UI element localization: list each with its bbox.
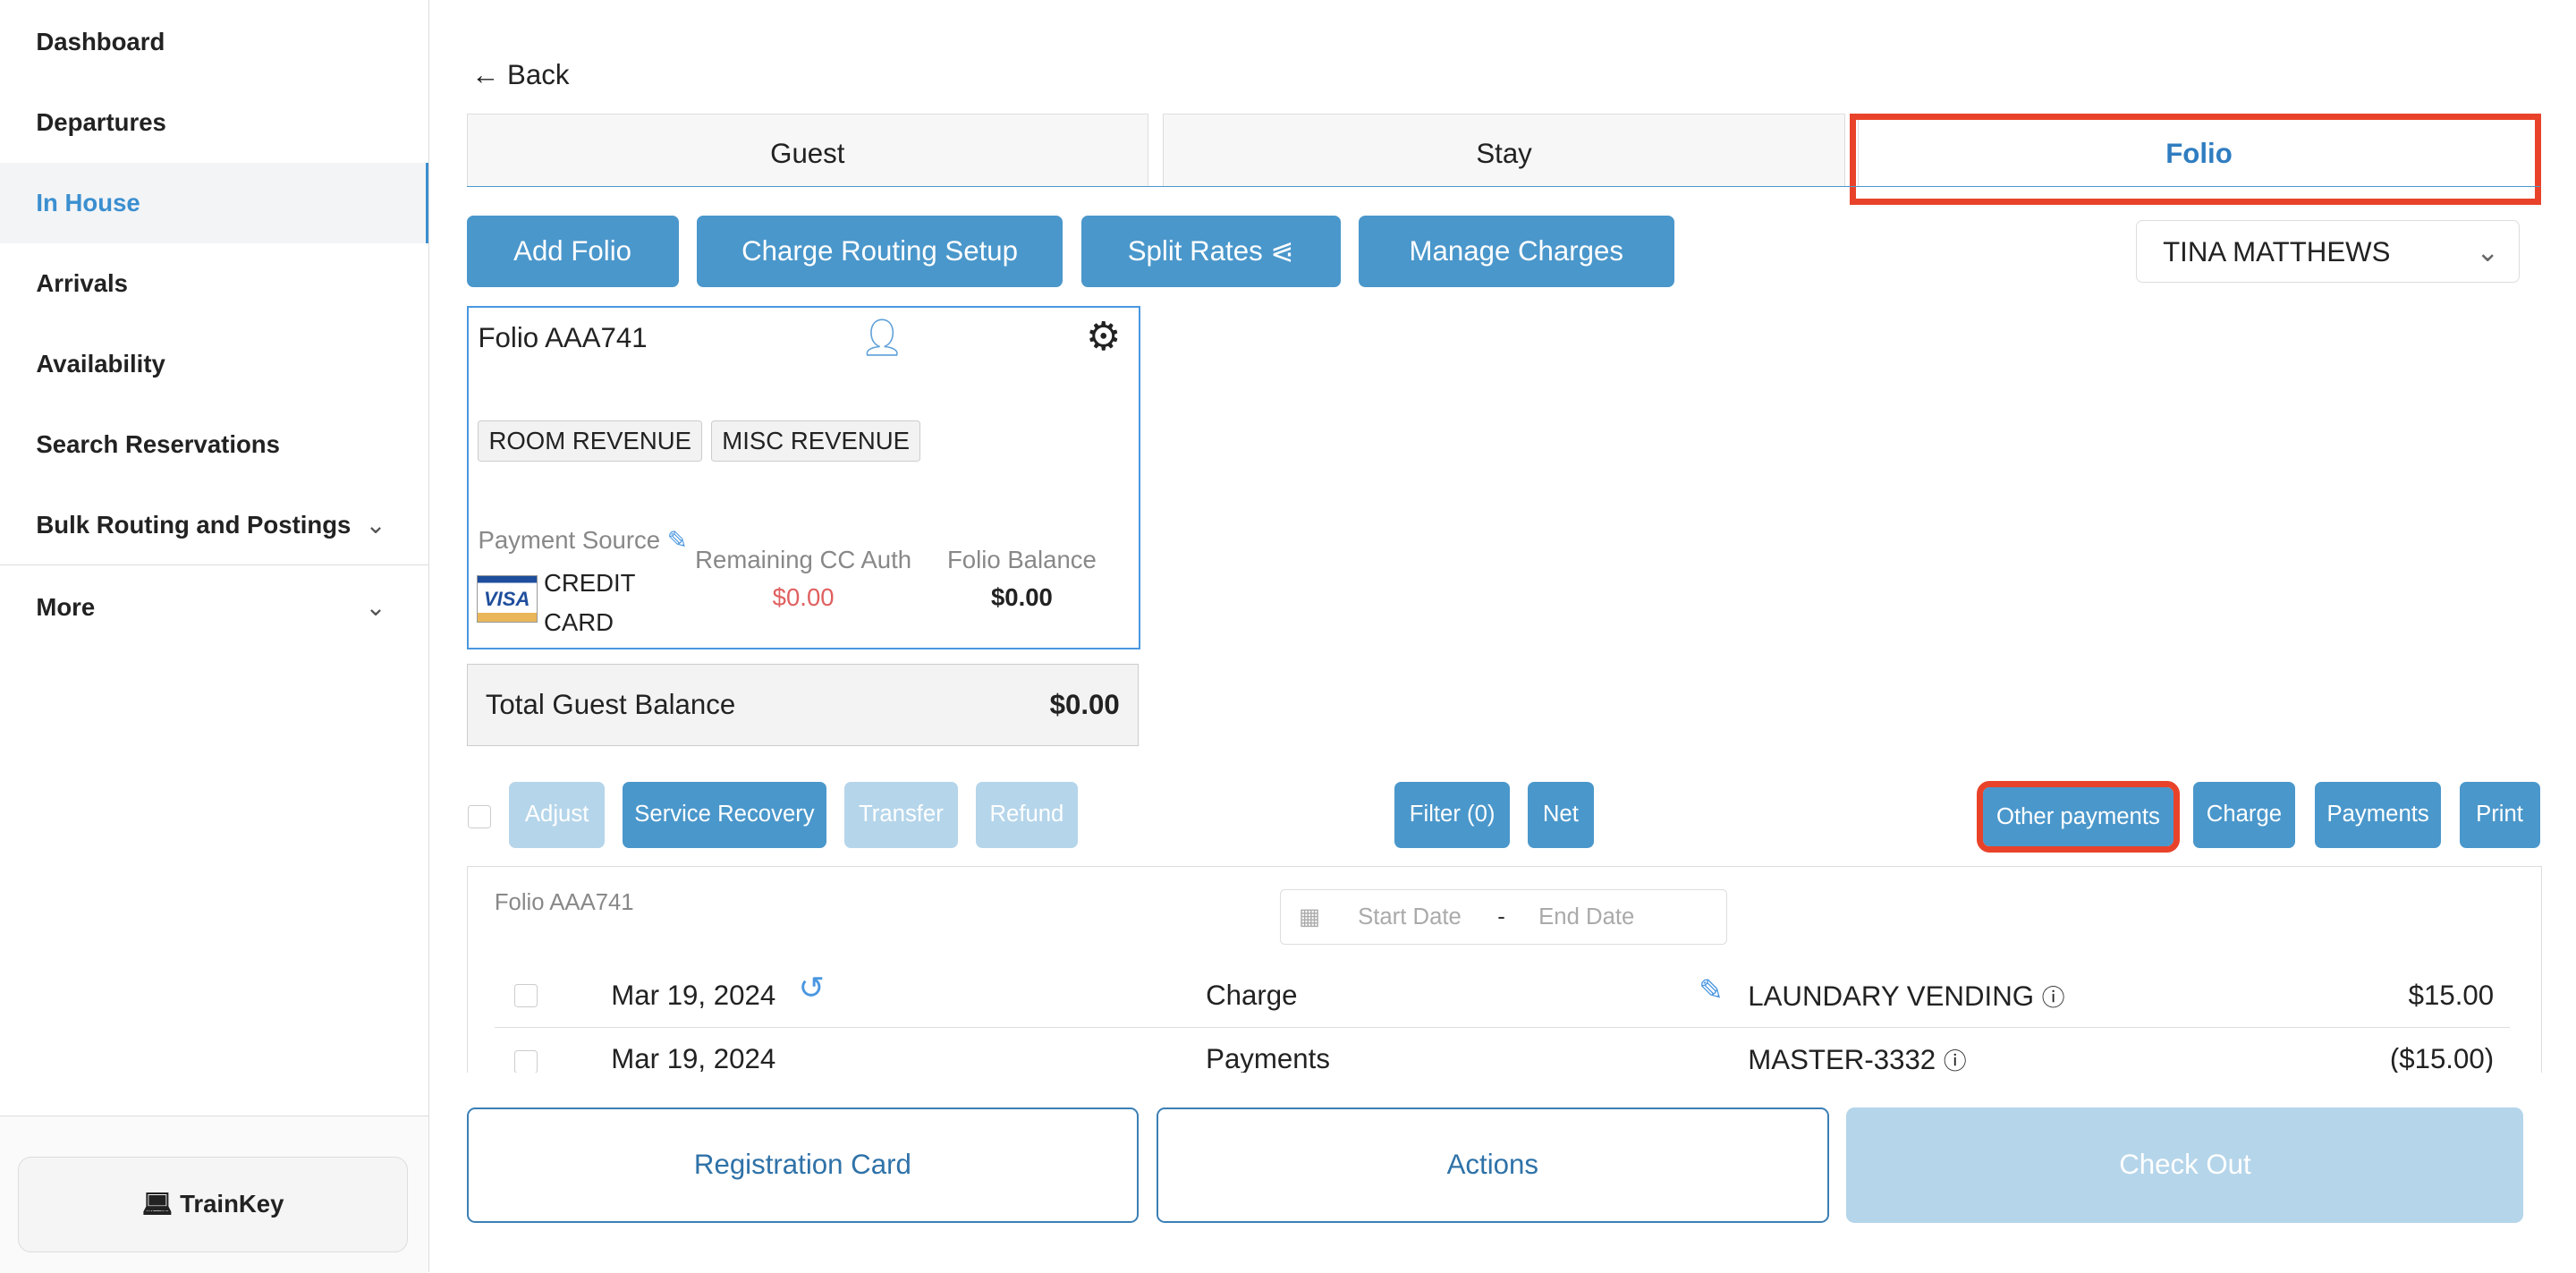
adjust-button[interactable]: Adjust [509,782,605,848]
sidebar: Dashboard Departures In House Arrivals A… [0,0,430,1273]
separator: - [1497,904,1505,929]
visa-card-icon: VISA [476,574,538,624]
transfer-button[interactable]: Transfer [844,782,958,848]
row-amount: ($15.00) [2389,1043,2495,1075]
row-amount: $15.00 [2408,979,2495,1011]
tab-stay[interactable]: Stay [1163,113,1845,187]
sidebar-item-arrivals[interactable]: Arrivals [36,268,129,297]
guest-select[interactable]: TINA MATTHEWS ⌄ [2135,220,2521,283]
highlight-box [1850,113,2541,205]
value: TINA MATTHEWS [2163,236,2391,268]
other-payments-button[interactable]: Other payments [1976,780,2180,853]
charge-routing-setup-button[interactable]: Charge Routing Setup [696,215,1063,288]
sidebar-item-departures[interactable]: Departures [36,107,166,136]
back-label: Back [507,59,570,91]
gear-icon[interactable]: ⚙ [1086,314,1122,359]
split-rates-button[interactable]: Split Rates ⪗ [1080,215,1341,288]
arrow-circle-left-icon[interactable]: ↺ [798,971,825,1006]
sidebar-item-more[interactable]: More ⌄ [0,567,428,648]
add-folio-button[interactable]: Add Folio [466,215,679,288]
row-date: Mar 19, 2024 [611,979,776,1011]
remaining-cc-auth-value: $0.00 [772,583,835,612]
service-recovery-button[interactable]: Service Recovery [623,782,826,848]
info-icon[interactable]: ⓘ [1943,1049,1967,1075]
label: More [36,592,96,621]
share-icon: ⪗ [1270,234,1294,267]
manage-charges-button[interactable]: Manage Charges [1358,215,1674,288]
sidebar-item-in-house[interactable]: In House [0,162,429,243]
info-icon[interactable]: ⓘ [2041,985,2065,1011]
check-out-button[interactable]: Check Out [1846,1107,2524,1223]
trainkey-label: TrainKey [180,1190,284,1218]
row-divider [494,1026,2511,1028]
ledger-panel [466,865,2542,1081]
calendar-icon: ▦ [1298,904,1321,929]
tag-room-revenue: ROOM REVENUE [478,420,703,463]
trainkey-button[interactable]: 💻︎ TrainKey [18,1157,408,1252]
chevron-down-icon: ⌄ [365,510,386,539]
remaining-cc-auth-label: Remaining CC Auth [695,545,912,573]
sidebar-item-bulk-routing[interactable]: Bulk Routing and Postings ⌄ [0,485,429,565]
tag-misc-revenue: MISC REVENUE [711,420,921,463]
folio-title: Folio AAA741 [478,321,648,353]
charge-button[interactable]: Charge [2192,782,2295,848]
folio-card[interactable] [466,305,1140,649]
back-link[interactable]: ← Back [471,59,569,91]
row-checkbox[interactable] [513,984,538,1008]
net-button[interactable]: Net [1528,782,1594,848]
chevron-down-icon: ⌄ [365,592,386,621]
sidebar-item-dashboard[interactable]: Dashboard [36,27,165,55]
row-desc: LAUNDARY VENDING ⓘ [1748,980,2065,1012]
row-type: Payments [1206,1043,1330,1075]
start-date[interactable]: Start Date [1358,904,1462,929]
laptop-icon: 💻︎ [141,1190,174,1218]
actions-button[interactable]: Actions [1157,1107,1829,1223]
registration-card-button[interactable]: Registration Card [466,1107,1140,1223]
user-icon[interactable]: 👤︎ [859,317,905,359]
chevron-down-icon: ⌄ [2476,236,2500,268]
filter-button[interactable]: Filter (0) [1394,782,1510,848]
select-all-checkbox[interactable] [468,804,492,828]
folio-balance-value: $0.00 [990,583,1053,612]
refund-button[interactable]: Refund [975,782,1078,848]
payment-source-value: CREDIT CARD [543,568,636,637]
date-range-input[interactable]: ▦ Start Date - End Date [1279,888,1727,946]
ledger-folio-label: Folio AAA741 [494,890,634,916]
sidebar-item-availability[interactable]: Availability [36,349,165,378]
row-type: Charge [1206,979,1298,1011]
arrow-left-icon: ← [471,59,500,91]
edit-icon[interactable]: ✎ [666,525,688,554]
tab-folio[interactable]: Folio [1858,113,2540,187]
folio-balance-label: Folio Balance [946,545,1097,573]
edit-icon[interactable]: ✎ [1699,974,1724,1008]
payments-button[interactable]: Payments [2314,782,2442,848]
tab-underline [466,185,2540,187]
row-date: Mar 19, 2024 [611,1043,776,1075]
row-desc: MASTER-3332 ⓘ [1748,1044,1967,1076]
tab-guest[interactable]: Guest [466,113,1148,187]
print-button[interactable]: Print [2459,782,2540,848]
label: Split Rates [1127,234,1263,267]
end-date[interactable]: End Date [1538,904,1635,929]
row-checkbox[interactable] [513,1049,538,1074]
total-guest-balance: Total Guest Balance $0.00 [466,664,1139,746]
payment-source-label: Payment Source ✎ [478,525,688,554]
label: Bulk Routing and Postings [36,510,352,539]
sidebar-item-search-reservations[interactable]: Search Reservations [36,429,280,458]
